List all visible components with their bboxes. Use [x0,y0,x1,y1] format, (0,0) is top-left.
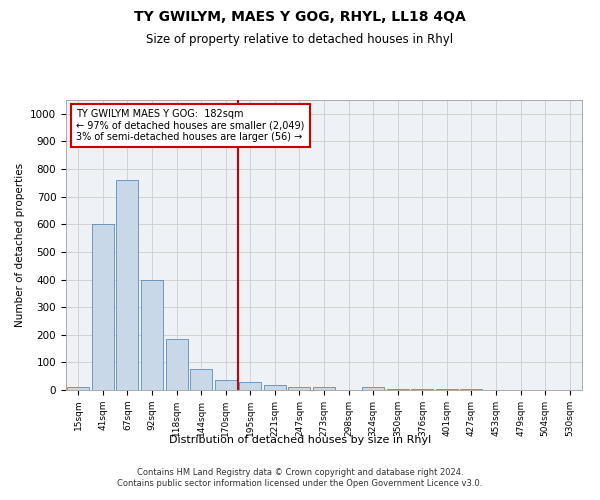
Text: Contains HM Land Registry data © Crown copyright and database right 2024.
Contai: Contains HM Land Registry data © Crown c… [118,468,482,487]
Bar [141,280,163,390]
Text: Size of property relative to detached houses in Rhyl: Size of property relative to detached ho… [146,32,454,46]
Y-axis label: Number of detached properties: Number of detached properties [14,163,25,327]
Bar [116,180,139,390]
Bar [289,386,310,390]
Bar [264,385,286,390]
Bar [190,370,212,390]
Bar [362,386,384,390]
Bar [239,382,262,390]
Bar [92,224,114,390]
Bar [411,389,433,390]
Text: TY GWILYM, MAES Y GOG, RHYL, LL18 4QA: TY GWILYM, MAES Y GOG, RHYL, LL18 4QA [134,10,466,24]
Bar [67,386,89,390]
Bar [215,380,237,390]
Bar [313,387,335,390]
Bar [386,388,409,390]
Text: TY GWILYM MAES Y GOG:  182sqm
← 97% of detached houses are smaller (2,049)
3% of: TY GWILYM MAES Y GOG: 182sqm ← 97% of de… [76,108,305,142]
Bar [166,339,188,390]
Text: Distribution of detached houses by size in Rhyl: Distribution of detached houses by size … [169,435,431,445]
